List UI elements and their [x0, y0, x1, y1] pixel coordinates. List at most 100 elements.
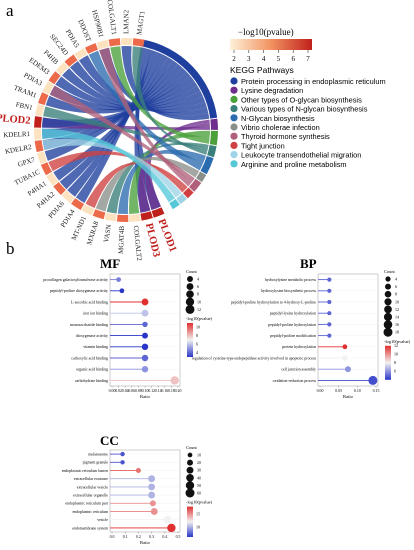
color-legend-title: -log10(pvalue): [384, 339, 411, 344]
gene-label: MXRA8: [85, 220, 100, 246]
gene-label: TRAM1: [13, 84, 38, 100]
size-legend-label: 16: [395, 322, 399, 327]
go-enrichment-plots: MF procollagen galactosyltransferase acti…: [43, 256, 410, 545]
gene-label: HSP90B1: [90, 9, 105, 39]
size-legend-label: 12: [197, 307, 201, 312]
color-legend-tick: 10: [196, 524, 200, 529]
data-point: [150, 508, 158, 515]
size-legend-dot: [383, 320, 393, 329]
size-legend-label: 10: [197, 453, 201, 458]
pathway-arc: [176, 193, 187, 205]
pvalue-legend-title: −log10(pvalue): [238, 27, 294, 37]
size-legend-label: 30: [197, 468, 201, 473]
x-tick-label: 0.05: [335, 389, 342, 393]
gene-label: MT-ND1: [70, 214, 88, 241]
gene-arc: [120, 38, 133, 46]
gene-arc: [48, 71, 61, 85]
x-axis-label: Ratio: [343, 394, 354, 399]
gene-arc: [34, 128, 42, 140]
size-legend-label: 6: [395, 284, 397, 289]
chord-ribbon: [95, 156, 200, 212]
chord-ribbon: [42, 117, 210, 130]
data-point: [141, 343, 149, 351]
data-point: [135, 467, 141, 474]
x-tick-label: 0.12: [148, 389, 155, 393]
size-legend-label: 8: [395, 292, 397, 297]
pathway-legend-label: N-Glycan biosynthesis: [241, 114, 315, 123]
gene-label: PLOD2: [0, 113, 31, 127]
pathway-legend-swatch: [230, 77, 238, 85]
category-label: hydroxylysine metabolic process: [265, 278, 317, 282]
size-legend-label: 4: [395, 277, 397, 282]
chord-ribbon: [69, 61, 206, 111]
data-point: [163, 515, 172, 524]
gene-label: GPX7: [17, 156, 37, 169]
pathway-arc: [196, 171, 207, 183]
category-label: peptidyl-proline modification: [270, 334, 316, 338]
pathway-arc: [169, 198, 180, 210]
data-point: [345, 366, 351, 373]
size-legend-dot: [185, 488, 195, 498]
x-tick-label: 0.5: [176, 535, 181, 539]
x-tick-label: 0.3: [149, 535, 154, 539]
category-label: endoplasmic reticulum part: [65, 502, 108, 506]
gene-label: MGAT4B: [117, 225, 126, 254]
go-plot-title: CC: [100, 433, 119, 448]
category-label: peptidyl-proline hydroxylation to 4-hydr…: [231, 300, 316, 304]
gene-arc: [81, 204, 95, 216]
category-label: regulation of cysteine-type endopeptidas…: [192, 356, 317, 360]
data-point: [342, 355, 348, 361]
pvalue-tick-label: 4: [262, 55, 266, 63]
size-legend-label: 18: [395, 330, 399, 335]
x-tick-label: 0.10: [354, 389, 361, 393]
gene-arc: [74, 48, 88, 60]
chord-ribbon: [42, 138, 182, 198]
size-legend-label: 10: [395, 299, 399, 304]
chord-diagram: PLOD1PLOD3COLGALT2MGAT4BVASNMXRA8MT-ND1P…: [0, 0, 218, 262]
data-point: [327, 288, 332, 293]
data-point: [342, 344, 348, 350]
category-label: procollagen galactosyltransferase activi…: [43, 278, 108, 282]
go-plot-cc: CC melanosome pigment granule endoplasmic r…: [62, 433, 213, 545]
go-plot-mf: MF procollagen galactosyltransferase acti…: [43, 256, 212, 399]
pathway-legend-swatch: [230, 160, 238, 168]
pvalue-tick-label: 6: [291, 55, 295, 63]
pathway-legend-swatch: [230, 86, 238, 94]
color-legend-tick: 6: [394, 369, 396, 374]
data-point: [141, 309, 149, 317]
size-legend-label: 12: [395, 307, 399, 312]
data-point: [120, 451, 125, 457]
chord-ribbon: [53, 57, 174, 181]
size-legend-dot: [187, 276, 193, 282]
category-label: cell junction assembly: [281, 368, 316, 372]
data-point: [148, 483, 156, 491]
go-plot-bp: BP hydroxylysine metabolic process hydroxy…: [192, 256, 411, 399]
chord-ribbon: [106, 142, 209, 214]
color-legend-tick: 10: [196, 325, 200, 330]
x-tick-label: 0.04: [122, 389, 129, 393]
x-tick-label: 0.20: [175, 389, 182, 393]
data-point: [170, 376, 179, 385]
pathway-arc: [200, 155, 214, 175]
category-label: hydroxylysine biosynthetic process: [261, 289, 316, 293]
pathway-arc: [209, 130, 218, 146]
color-legend-title: -log10(pvalue): [186, 316, 213, 321]
category-label: L-ascorbic acid binding: [71, 300, 108, 304]
pathway-legend-label: Protein processing in endoplasmic reticu…: [241, 77, 386, 86]
pathway-legend-label: Thyroid hormone synthesis: [241, 132, 330, 141]
gene-label: PDIA4: [59, 208, 77, 229]
data-point: [141, 298, 149, 306]
chord-ribbon: [55, 76, 201, 109]
category-label: peptidyl-lysine hydroxylation: [270, 312, 316, 316]
x-tick-label: 0.02: [115, 389, 122, 393]
data-point: [141, 365, 149, 373]
gene-arc: [85, 43, 98, 54]
size-legend-dot: [383, 327, 393, 337]
size-legend-dot: [185, 297, 195, 306]
data-point: [142, 332, 148, 339]
data-point: [148, 475, 156, 483]
gene-label: FBN1: [15, 101, 34, 113]
size-legend-dot: [384, 305, 392, 314]
category-label: endoplasmic reticulum lumen: [62, 469, 108, 473]
pathway-arc: [140, 39, 218, 119]
